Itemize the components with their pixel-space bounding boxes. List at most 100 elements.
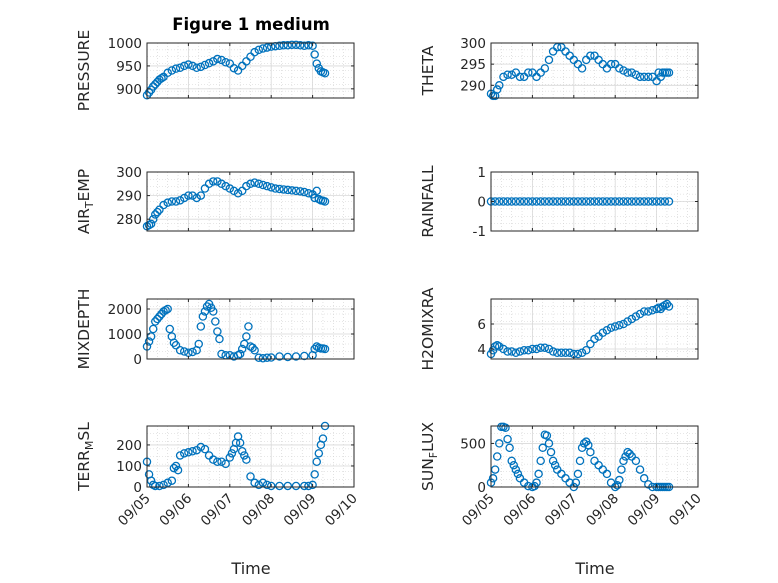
data-point	[291, 40, 301, 50]
y-tick-label: 295	[460, 57, 486, 73]
data-point	[627, 68, 637, 77]
data-point	[229, 63, 239, 73]
data-point	[244, 322, 253, 331]
data-point	[200, 60, 210, 70]
data-point	[246, 179, 255, 189]
data-point	[155, 481, 164, 491]
data-point	[495, 197, 504, 206]
data-point	[188, 446, 197, 456]
data-point	[250, 47, 259, 57]
data-point	[635, 197, 645, 206]
data-point	[621, 452, 630, 461]
data-point	[227, 449, 237, 458]
y-tick-label: 1	[477, 165, 486, 181]
series-markers	[486, 42, 674, 101]
data-point	[151, 317, 160, 326]
y-tick-label: 300	[460, 36, 486, 52]
data-point	[167, 197, 177, 206]
y-tick-label: 1000	[108, 327, 142, 343]
data-point	[503, 70, 512, 79]
data-point	[515, 72, 525, 82]
data-point	[300, 41, 309, 51]
data-point	[225, 453, 235, 462]
data-point	[250, 178, 259, 187]
data-point	[631, 70, 641, 79]
y-tick-label: 290	[460, 78, 486, 94]
data-point	[151, 80, 160, 89]
data-point	[615, 320, 624, 330]
data-point	[615, 475, 624, 485]
data-point	[652, 197, 661, 206]
data-point	[565, 348, 574, 357]
data-point	[237, 446, 247, 456]
data-point	[295, 41, 305, 50]
y-axis-label: TERRMSL	[75, 422, 96, 492]
data-point	[602, 325, 612, 335]
data-point	[505, 443, 514, 453]
data-point	[213, 177, 222, 186]
data-point	[217, 179, 226, 189]
y-tick-label: 0	[477, 195, 486, 211]
data-point	[511, 197, 521, 206]
data-point	[577, 348, 587, 357]
data-point	[548, 347, 558, 356]
data-point	[180, 61, 189, 71]
data-point	[237, 186, 247, 196]
data-point	[180, 449, 189, 458]
data-point	[625, 449, 634, 459]
data-point	[540, 64, 550, 73]
data-point	[662, 299, 672, 309]
data-point	[300, 351, 309, 361]
data-point	[581, 197, 591, 206]
data-point	[627, 314, 637, 324]
data-point	[184, 448, 193, 457]
y-axis-label: H2OMIXRA	[419, 287, 437, 370]
data-point	[254, 179, 264, 189]
data-point	[208, 455, 218, 464]
data-point	[157, 74, 166, 83]
data-point	[310, 344, 319, 354]
data-point	[155, 205, 164, 215]
data-point	[188, 347, 197, 357]
data-point	[146, 332, 156, 341]
data-point	[167, 476, 177, 485]
data-point	[151, 210, 160, 219]
data-point	[163, 304, 172, 314]
data-point	[196, 191, 206, 200]
data-point	[631, 456, 641, 466]
data-point	[248, 343, 257, 352]
data-point	[159, 200, 168, 210]
data-point	[318, 434, 328, 443]
data-point	[196, 62, 206, 72]
data-point	[254, 353, 264, 362]
data-point	[615, 197, 624, 206]
data-point	[254, 480, 264, 490]
data-point	[221, 181, 230, 191]
data-point	[598, 197, 608, 206]
data-point	[242, 455, 251, 464]
data-point	[221, 58, 230, 67]
data-point	[202, 302, 212, 311]
data-point	[519, 197, 529, 206]
data-point	[312, 457, 321, 467]
data-point	[148, 324, 158, 334]
data-point	[188, 191, 197, 200]
data-point	[575, 456, 585, 466]
data-point	[312, 59, 321, 68]
data-point	[184, 191, 193, 200]
data-point	[180, 193, 189, 203]
data-point	[635, 72, 645, 82]
data-point	[250, 478, 259, 488]
data-point	[233, 66, 243, 75]
data-point	[548, 456, 558, 466]
data-point	[495, 81, 504, 90]
data-point	[275, 184, 284, 194]
data-point	[619, 66, 628, 75]
y-tick-label: -1	[473, 224, 486, 240]
data-point	[304, 481, 313, 491]
data-point	[262, 353, 272, 362]
subplot-theta: 290 295 300 THETA	[419, 36, 699, 101]
data-point	[548, 197, 558, 206]
grid	[490, 42, 699, 98]
data-point	[262, 181, 272, 191]
